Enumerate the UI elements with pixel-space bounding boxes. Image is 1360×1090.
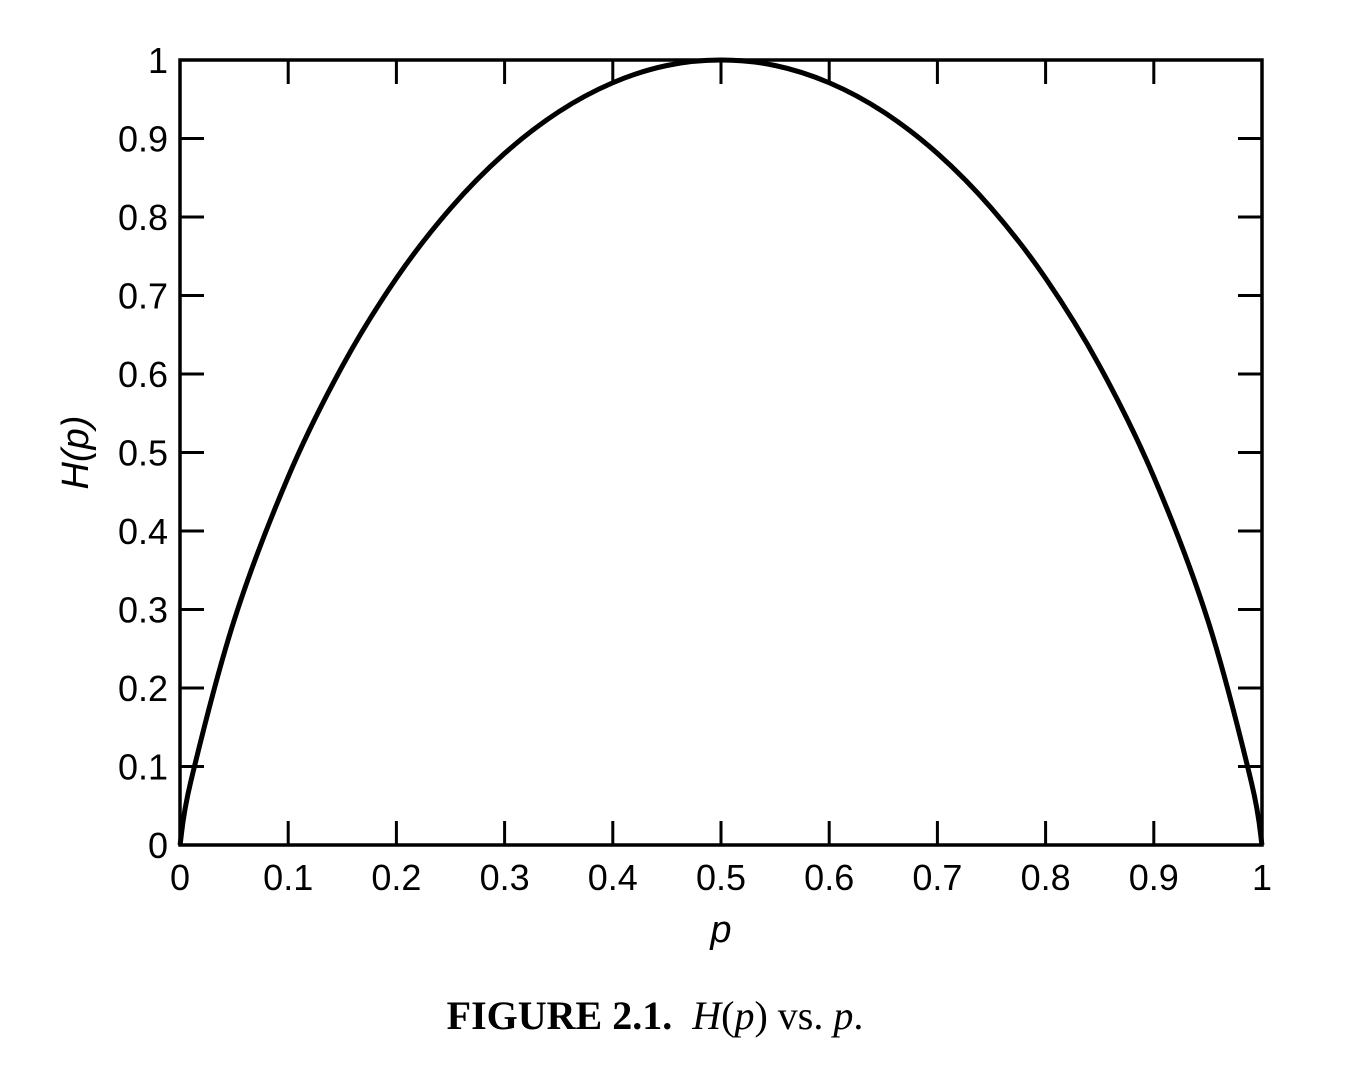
x-tick-label: 0.8: [1021, 857, 1071, 898]
caption-label: FIGURE 2.1.: [446, 993, 673, 1038]
caption-p2: p: [833, 993, 854, 1038]
y-tick-label: 0.1: [118, 747, 168, 788]
x-tick-label: 0.9: [1129, 857, 1179, 898]
y-tick-labels: 0 0.1 0.2 0.3 0.4 0.5 0.6 0.7 0.8 0.9 1: [118, 40, 168, 866]
y-tick-label: 0.7: [118, 276, 168, 317]
entropy-chart: 0 0.1 0.2 0.3 0.4 0.5 0.6 0.7 0.8 0.9 1 0 0.1 0.2 0.3…: [55, 40, 1272, 951]
y-tick-label: 0.6: [118, 354, 168, 395]
y-tick-label: 0.2: [118, 668, 168, 709]
x-tick-labels: 0 0.1 0.2 0.3 0.4 0.5 0.6 0.7 0.8 0.9 1: [170, 857, 1272, 898]
tick-marks: [180, 60, 1262, 845]
figure-caption: FIGURE 2.1. H(p) vs. p.: [0, 992, 1310, 1039]
x-tick-label: 0.1: [263, 857, 313, 898]
caption-p1: p: [734, 993, 755, 1038]
x-tick-label: 0.7: [912, 857, 962, 898]
x-tick-label: 0.4: [588, 857, 638, 898]
caption-close-paren: ): [754, 993, 768, 1038]
x-tick-label: 0.2: [371, 857, 421, 898]
plot-frame: [178, 58, 1264, 847]
y-tick-label: 0: [148, 825, 168, 866]
x-axis-label: p: [709, 909, 731, 951]
caption-period: .: [853, 993, 864, 1038]
y-tick-label: 0.3: [118, 590, 168, 631]
y-axis-label: H(p): [55, 416, 97, 490]
caption-vs: vs.: [767, 993, 834, 1038]
x-tick-label: 0: [170, 857, 190, 898]
series-line-entropy: [177, 57, 1265, 846]
y-tick-label: 0.8: [118, 197, 168, 238]
x-tick-label: 0.5: [696, 857, 746, 898]
y-tick-label: 1: [148, 40, 168, 81]
x-tick-label: 0.6: [804, 857, 854, 898]
y-tick-label: 0.5: [118, 433, 168, 474]
x-tick-label: 0.3: [480, 857, 530, 898]
x-tick-label: 1: [1252, 857, 1272, 898]
caption-open-paren: (: [721, 993, 735, 1038]
caption-h: H: [692, 993, 722, 1038]
y-tick-label: 0.4: [118, 511, 168, 552]
y-tick-label: 0.9: [118, 119, 168, 160]
